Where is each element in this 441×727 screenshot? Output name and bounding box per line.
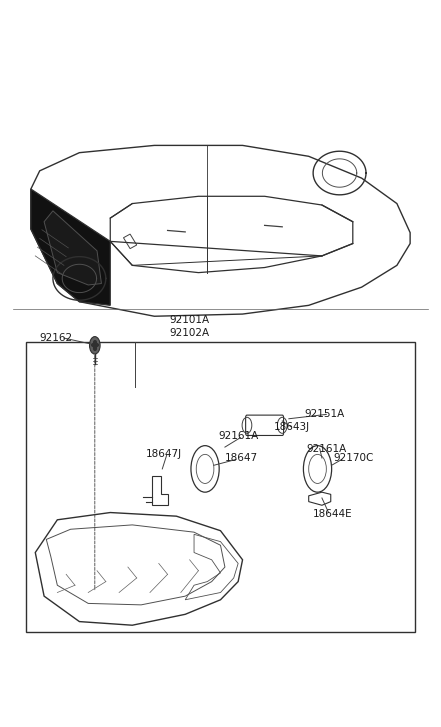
- Circle shape: [90, 337, 100, 354]
- Text: 92102A: 92102A: [170, 328, 210, 338]
- Text: 92161A: 92161A: [306, 443, 347, 454]
- Text: 92162: 92162: [40, 333, 73, 343]
- Polygon shape: [31, 189, 110, 305]
- Text: 92151A: 92151A: [304, 409, 344, 419]
- Polygon shape: [44, 211, 101, 285]
- Text: 92170C: 92170C: [333, 453, 374, 463]
- Text: 18644E: 18644E: [313, 509, 353, 519]
- Bar: [26, 342, 415, 632]
- Text: 92101A: 92101A: [170, 315, 210, 325]
- Text: 18647: 18647: [225, 453, 258, 463]
- Text: 18643J: 18643J: [274, 422, 310, 432]
- Text: 92161A: 92161A: [218, 431, 258, 441]
- Text: 18647J: 18647J: [146, 449, 182, 459]
